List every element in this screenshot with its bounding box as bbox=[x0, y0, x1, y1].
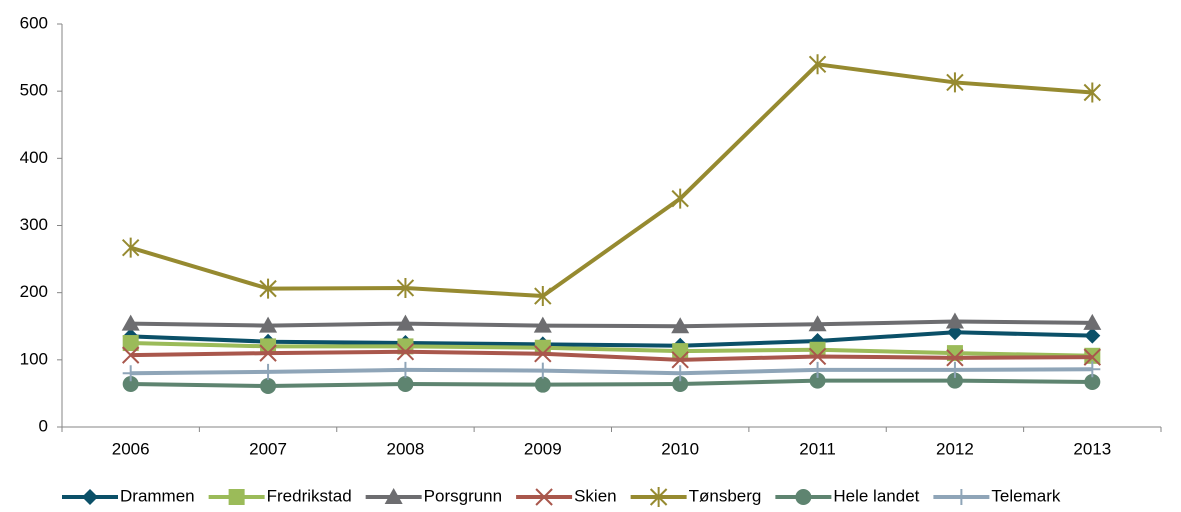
x-tick-label: 2013 bbox=[1073, 439, 1111, 458]
y-tick-label: 400 bbox=[20, 148, 48, 167]
legend-marker bbox=[795, 489, 812, 505]
data-point bbox=[1083, 82, 1102, 103]
legend-marker bbox=[535, 488, 553, 506]
legend-label: Fredrikstad bbox=[267, 486, 352, 505]
legend-item: Porsgrunn bbox=[365, 486, 502, 505]
data-point bbox=[534, 362, 551, 379]
data-point bbox=[672, 376, 689, 393]
series-line bbox=[130, 330, 1093, 348]
x-tick-label: 2006 bbox=[112, 439, 150, 458]
data-point bbox=[397, 376, 414, 393]
x-tick-label: 2007 bbox=[249, 439, 287, 458]
data-point bbox=[121, 346, 140, 364]
data-point bbox=[396, 277, 415, 298]
legend-label: Skien bbox=[574, 486, 617, 505]
x-tick-label: 2010 bbox=[661, 439, 699, 458]
data-point bbox=[808, 315, 827, 332]
data-point bbox=[809, 361, 826, 378]
legend-marker bbox=[649, 487, 668, 507]
y-tick-label: 600 bbox=[20, 13, 48, 32]
series-line bbox=[130, 319, 1093, 329]
data-point bbox=[122, 365, 139, 382]
data-point bbox=[1084, 361, 1101, 378]
data-point bbox=[122, 376, 139, 393]
legend-marker bbox=[228, 489, 245, 505]
data-point bbox=[121, 314, 140, 331]
data-point bbox=[1084, 373, 1101, 390]
y-tick-label: 200 bbox=[20, 282, 48, 301]
data-point bbox=[534, 286, 552, 307]
series-line bbox=[130, 367, 1093, 376]
data-point bbox=[259, 344, 277, 362]
legend-item: Telemark bbox=[933, 486, 1061, 505]
data-point bbox=[259, 316, 278, 333]
data-point bbox=[534, 345, 552, 363]
series-line bbox=[130, 62, 1093, 299]
legend-label: Hele landet bbox=[833, 486, 919, 505]
legend-item: Tønsberg bbox=[630, 486, 762, 507]
data-point bbox=[671, 351, 689, 369]
legend-marker bbox=[953, 489, 970, 505]
legend-label: Tønsberg bbox=[689, 486, 762, 505]
data-point bbox=[533, 316, 552, 333]
data-point bbox=[1083, 313, 1102, 330]
legend-item: Drammen bbox=[62, 486, 195, 505]
data-point bbox=[396, 343, 415, 361]
data-point bbox=[121, 237, 140, 258]
data-point bbox=[946, 372, 963, 389]
data-point bbox=[672, 343, 689, 360]
data-point bbox=[260, 363, 277, 380]
data-point bbox=[122, 335, 139, 352]
legend-label: Drammen bbox=[120, 486, 195, 505]
data-point bbox=[260, 378, 277, 395]
data-point bbox=[946, 361, 963, 378]
data-point bbox=[259, 278, 277, 299]
y-tick-label: 0 bbox=[39, 416, 48, 435]
data-point bbox=[672, 365, 689, 382]
x-tick-label: 2009 bbox=[524, 439, 562, 458]
series-line bbox=[130, 341, 1093, 358]
legend-marker bbox=[82, 489, 98, 505]
data-point bbox=[808, 54, 827, 75]
y-tick-label: 300 bbox=[20, 215, 48, 234]
y-tick-label: 500 bbox=[20, 81, 48, 100]
data-point bbox=[946, 72, 964, 93]
legend-marker bbox=[384, 488, 403, 504]
series-line bbox=[130, 378, 1093, 389]
legend-item: Hele landet bbox=[775, 486, 920, 505]
data-point bbox=[534, 376, 551, 393]
legend: Drammen Fredrikstad Porsgrunn Skien Tønsberg… bbox=[62, 486, 1061, 507]
legend-item: Fredrikstad bbox=[208, 486, 352, 505]
data-point bbox=[808, 347, 827, 366]
data-point bbox=[397, 361, 414, 378]
data-point bbox=[946, 349, 964, 367]
data-point bbox=[809, 372, 826, 389]
data-point bbox=[1083, 348, 1102, 366]
legend-label: Telemark bbox=[991, 486, 1060, 505]
legend-label: Porsgrunn bbox=[424, 486, 502, 505]
data-point bbox=[1084, 327, 1101, 344]
x-tick-label: 2012 bbox=[936, 439, 974, 458]
x-tick-label: 2008 bbox=[387, 439, 425, 458]
x-tick-label: 2011 bbox=[799, 439, 836, 458]
data-point bbox=[396, 314, 415, 331]
data-point bbox=[671, 188, 689, 209]
data-point bbox=[671, 317, 690, 334]
series-line bbox=[130, 349, 1093, 362]
legend-item: Skien bbox=[516, 486, 617, 506]
y-tick-label: 100 bbox=[20, 349, 48, 368]
data-point bbox=[945, 312, 964, 329]
